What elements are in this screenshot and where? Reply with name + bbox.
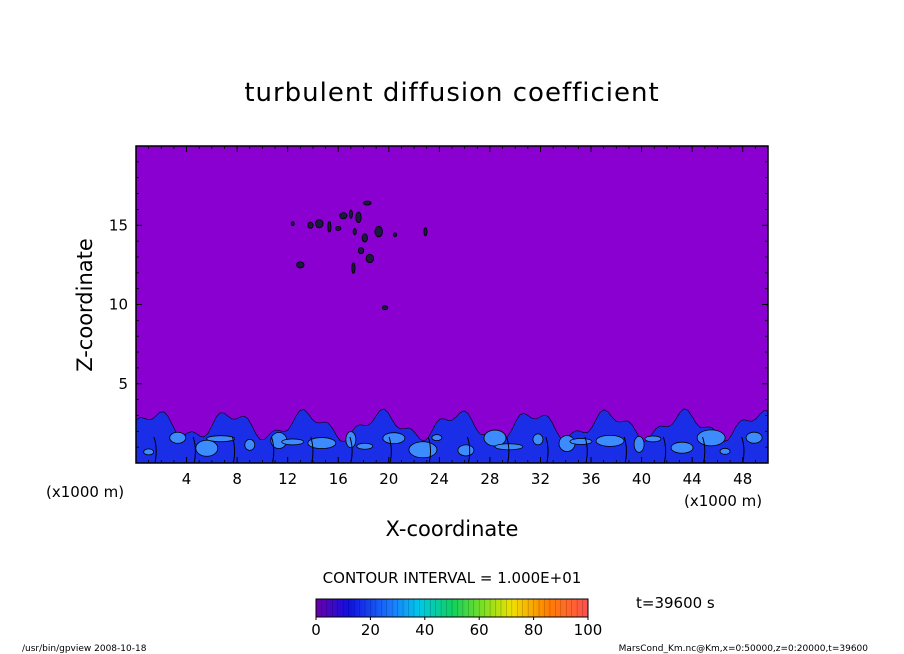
x-tick-label: 8	[232, 470, 242, 488]
turbulent-eddy	[382, 432, 406, 445]
contour-blob	[339, 212, 348, 220]
contour-blob	[296, 261, 305, 269]
turbulent-layer-fill	[136, 408, 768, 463]
x-tick-label: 36	[581, 470, 600, 488]
turbulent-eddy	[206, 435, 236, 443]
plume-contour	[702, 436, 706, 463]
turbulent-eddy	[719, 447, 731, 455]
plume-contour	[662, 436, 667, 463]
plume-contour	[153, 436, 157, 463]
contour-interval-label: CONTOUR INTERVAL = 1.000E+01	[323, 569, 582, 587]
turbulent-eddy	[644, 435, 662, 443]
colorbar	[316, 599, 588, 617]
turbulent-eddy	[745, 431, 763, 444]
y-tick-label: 5	[118, 375, 128, 393]
turbulent-eddy	[532, 433, 544, 446]
turbulent-eddy	[595, 434, 625, 447]
y-axis-title: Z-coordinate	[73, 238, 97, 372]
footer-left: /usr/bin/gpview 2008-10-18	[22, 644, 147, 654]
contour-blob	[355, 211, 362, 224]
plot-field	[136, 146, 768, 463]
turbulent-eddy	[408, 441, 438, 459]
contour-blob	[327, 221, 332, 233]
chart-title: turbulent diffusion coefficient	[244, 78, 659, 108]
x-tick-label: 48	[733, 470, 752, 488]
contour-blob	[365, 253, 375, 264]
x-tick-label: 20	[379, 470, 398, 488]
turbulent-eddy	[307, 437, 337, 449]
time-label: t=39600 s	[636, 594, 715, 612]
turbulent-eddy	[195, 439, 219, 457]
x-tick-label: 16	[329, 470, 348, 488]
footer-right: MarsCond_Km.nc@Km,x=0:50000,z=0:20000,t=…	[619, 644, 869, 654]
contour-blob	[352, 228, 357, 236]
turbulent-eddy	[431, 434, 443, 442]
plume-contour	[271, 436, 275, 463]
x-tick-label: 40	[632, 470, 651, 488]
y-tick-label: 15	[109, 216, 128, 234]
colorbar-tick-label: 40	[415, 621, 434, 639]
turbulent-eddy	[633, 435, 645, 453]
turbulent-eddy	[696, 429, 726, 447]
contour-blob	[423, 226, 428, 237]
contour-blob	[335, 226, 342, 231]
x-unit-label-left: (x1000 m)	[46, 483, 124, 501]
x-tick-label: 12	[278, 470, 297, 488]
turbulent-layer	[136, 408, 768, 463]
contour-blob	[374, 225, 383, 238]
contour-blob	[290, 221, 295, 227]
contour-blob	[348, 209, 353, 219]
plume-contour	[231, 436, 236, 463]
turbulent-eddy	[457, 444, 475, 457]
plume-contour	[545, 436, 549, 463]
contour-blob	[357, 247, 365, 255]
turbulent-eddy	[169, 431, 187, 444]
colorbar-tick-label: 60	[470, 621, 489, 639]
x-unit-label-right: (x1000 m)	[684, 492, 762, 510]
colorbar-tick-label: 20	[361, 621, 380, 639]
y-tick-label: 10	[109, 296, 128, 314]
x-tick-label: 44	[683, 470, 702, 488]
plume-contour	[192, 436, 196, 463]
contour-blob	[361, 233, 368, 243]
colorbar-stripes	[321, 599, 583, 617]
contour-blob	[315, 219, 324, 229]
colorbar-tick-label: 80	[524, 621, 543, 639]
colorbar-tick-label: 0	[311, 621, 321, 639]
colorbar-frame	[315, 598, 589, 618]
plume-contour	[427, 436, 432, 463]
contour-blob	[351, 262, 356, 274]
contour-blob	[381, 305, 389, 311]
contour-blob	[393, 232, 398, 238]
x-tick-label: 32	[531, 470, 550, 488]
background-field	[136, 146, 768, 463]
plume-contour	[388, 436, 392, 463]
x-axis: 4 8 12 16 20 24 28 32 36 40 44 48	[148, 146, 756, 488]
x-tick-label: 28	[480, 470, 499, 488]
turbulent-eddy	[569, 438, 593, 445]
plume-contour	[349, 436, 353, 463]
contour-blob	[363, 200, 372, 206]
x-tick-label: 24	[430, 470, 449, 488]
upper-contour-blobs	[290, 200, 428, 311]
plume-contour	[584, 436, 588, 463]
colorbar-tick-label: 100	[574, 621, 603, 639]
turbulent-eddy	[244, 438, 256, 451]
x-tick-label: 4	[182, 470, 192, 488]
plume-contour	[506, 436, 510, 463]
colorbar-ticks: 0 20 40 60 80 100	[311, 617, 602, 639]
plume-contour	[623, 436, 627, 463]
turbulent-eddy	[670, 441, 694, 454]
turbulent-eddy	[143, 448, 155, 456]
turbulent-eddy	[281, 438, 305, 446]
contour-blob	[307, 221, 314, 229]
turbulent-eddy	[356, 442, 374, 450]
plume-contour	[310, 436, 314, 463]
x-axis-title: X-coordinate	[386, 517, 519, 541]
y-axis: 5 10 15	[109, 161, 768, 448]
plume-contour	[466, 436, 471, 463]
